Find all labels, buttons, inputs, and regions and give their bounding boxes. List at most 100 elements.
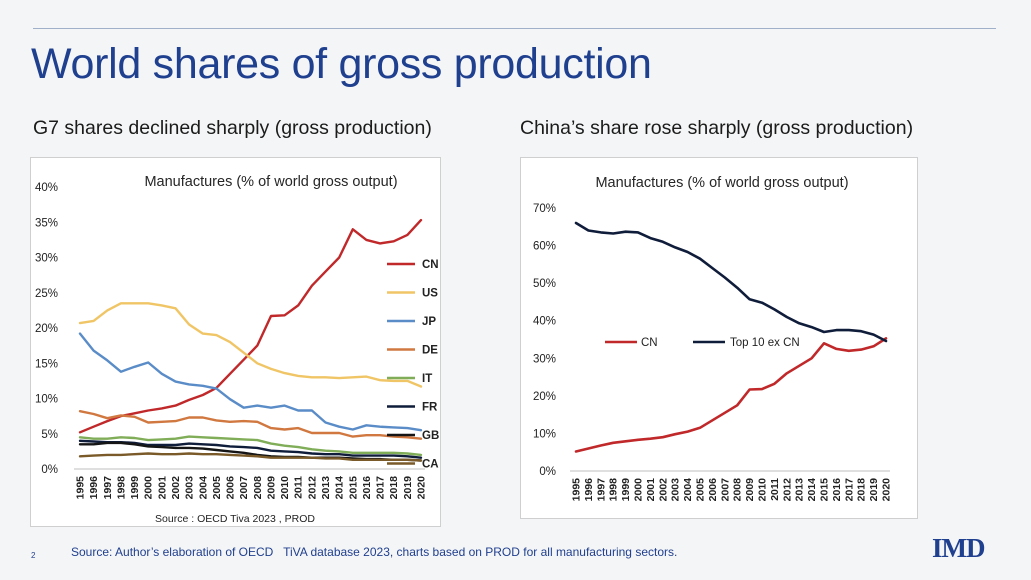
y-tick-label: 40% (35, 182, 58, 194)
series-line-it (78, 435, 423, 457)
x-tick-label: 2005 (695, 478, 707, 502)
x-tick-label: 2001 (645, 478, 657, 502)
x-tick-label: 2019 (402, 476, 414, 500)
y-tick-label: 40% (533, 316, 556, 328)
x-tick-label: 2006 (707, 478, 719, 502)
x-tick-label: 2008 (732, 478, 744, 502)
x-tick-label: 2018 (856, 478, 868, 502)
x-tick-label: 1997 (102, 476, 114, 500)
legend-label-de: DE (422, 345, 438, 357)
slide-title: World shares of gross production (31, 40, 652, 88)
x-tick-label: 2016 (831, 478, 843, 502)
chart-source-note: Source : OECD Tiva 2023 , PROD (155, 513, 315, 525)
footer-source-note: Source: Author’s elaboration of OECD TiV… (71, 545, 678, 559)
x-tick-label: 2009 (744, 478, 756, 502)
x-tick-label: 2000 (143, 476, 155, 500)
china-chart-panel: Manufactures (% of world gross output) 0%… (520, 157, 918, 519)
x-tick-label: 2011 (769, 478, 781, 501)
x-tick-label: 1998 (115, 476, 127, 500)
x-tick-label: 2017 (375, 476, 387, 500)
legend-label-fr: FR (422, 402, 438, 414)
y-tick-label: 15% (35, 358, 58, 370)
x-tick-label: 2020 (881, 478, 893, 502)
x-tick-label: 2016 (361, 476, 373, 500)
x-tick-label: 2010 (279, 476, 291, 500)
y-tick-label: 20% (35, 323, 58, 335)
x-tick-label: 2009 (265, 476, 277, 500)
imd-logo: IMD (932, 533, 985, 563)
x-tick-label: 2017 (843, 478, 855, 502)
series-line-top-10-ex-cn (574, 221, 888, 343)
x-tick-label: 2013 (794, 478, 806, 502)
x-tick-label: 2007 (238, 476, 250, 500)
x-tick-label: 2002 (657, 478, 669, 502)
g7-shares-chart: Manufactures (% of world gross output) 0%… (35, 174, 439, 525)
right-subtitle: China’s share rose sharply (gross produc… (520, 117, 914, 139)
x-tick-label: 2014 (334, 476, 346, 500)
x-tick-label: 2015 (347, 476, 359, 500)
legend-label-ca: CA (422, 459, 439, 471)
x-tick-label: 2019 (868, 478, 880, 502)
series-line-ca (78, 452, 423, 462)
x-tick-label: 2018 (388, 476, 400, 500)
x-tick-label: 1998 (608, 478, 620, 502)
legend-label-cn: CN (422, 259, 439, 271)
x-tick-label: 2003 (184, 476, 196, 500)
legend-label-it: IT (422, 373, 432, 385)
x-tick-label: 1997 (595, 478, 607, 502)
legend-label-jp: JP (422, 316, 436, 328)
x-tick-label: 1995 (571, 478, 583, 502)
x-tick-label: 2013 (320, 476, 332, 500)
chart-title: Manufactures (% of world gross output) (595, 175, 848, 191)
y-tick-label: 30% (35, 253, 58, 265)
y-tick-label: 0% (41, 464, 58, 476)
chart-title: Manufactures (% of world gross output) (144, 174, 397, 190)
top-rule (33, 28, 996, 29)
series-line-cn (574, 337, 888, 453)
y-tick-label: 50% (533, 278, 556, 290)
y-tick-label: 0% (539, 466, 556, 478)
x-tick-label: 1999 (129, 476, 141, 500)
x-tick-label: 2004 (682, 478, 694, 502)
legend-label-gb: GB (422, 430, 439, 442)
series-line-cn (78, 218, 423, 434)
x-tick-label: 1999 (620, 478, 632, 502)
y-tick-label: 30% (533, 353, 556, 365)
series-line-us (78, 302, 423, 388)
x-tick-label: 2000 (633, 478, 645, 502)
china-share-chart: Manufactures (% of world gross output) 0%… (533, 175, 893, 502)
x-tick-label: 2007 (719, 478, 731, 502)
legend-label-us: US (422, 288, 438, 300)
x-tick-label: 2002 (170, 476, 182, 500)
x-tick-label: 1996 (583, 478, 595, 502)
left-subtitle: G7 shares declined sharply (gross produc… (33, 117, 432, 139)
legend-label-cn: CN (641, 337, 658, 349)
x-tick-label: 2005 (211, 476, 223, 500)
legend-label-top-10-ex-cn: Top 10 ex CN (730, 337, 800, 349)
y-tick-label: 10% (35, 394, 58, 406)
series-line-de (78, 409, 423, 440)
y-tick-label: 25% (35, 288, 58, 300)
x-tick-label: 2012 (781, 478, 793, 502)
x-tick-label: 2012 (306, 476, 318, 500)
x-tick-label: 2020 (416, 476, 428, 500)
y-tick-label: 60% (533, 241, 556, 253)
series-line-jp (78, 332, 423, 432)
y-tick-label: 5% (41, 429, 58, 441)
x-tick-label: 2008 (252, 476, 264, 500)
x-tick-label: 2011 (293, 476, 305, 499)
x-tick-label: 2003 (670, 478, 682, 502)
y-tick-label: 20% (533, 391, 556, 403)
x-tick-label: 2004 (197, 476, 209, 500)
x-tick-label: 1995 (75, 476, 87, 500)
x-tick-label: 2014 (806, 478, 818, 502)
y-tick-label: 35% (35, 217, 58, 229)
x-tick-label: 1996 (88, 476, 100, 500)
g7-chart-panel: Manufactures (% of world gross output) 0%… (30, 157, 441, 527)
series-line-fr (78, 439, 423, 459)
x-tick-label: 2006 (225, 476, 237, 500)
y-tick-label: 10% (533, 428, 556, 440)
y-tick-label: 70% (533, 203, 556, 215)
x-tick-label: 2015 (819, 478, 831, 502)
page-number: 2 (31, 551, 36, 560)
